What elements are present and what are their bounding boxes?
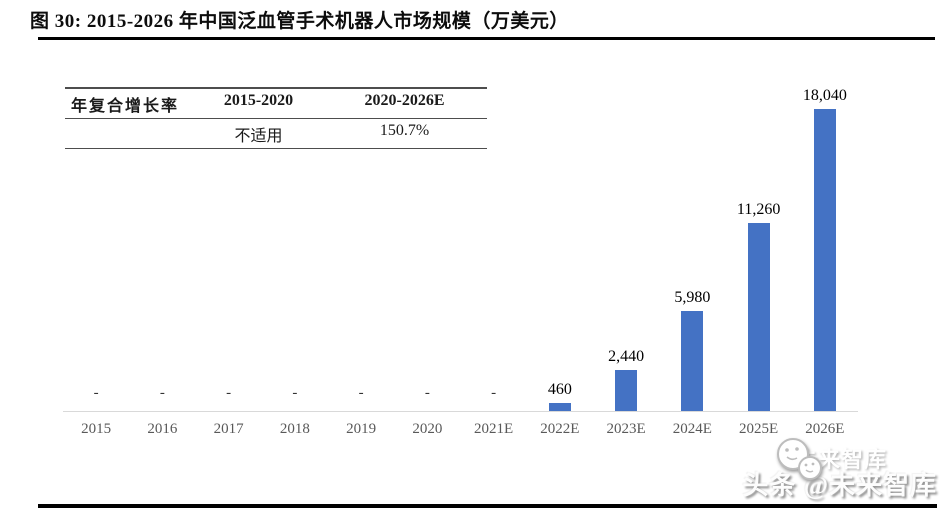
bar-2026E (813, 109, 836, 411)
x-axis-label-2023E: 2023E (606, 421, 646, 437)
watermark-text: 头条 @未来智库 (742, 471, 937, 500)
x-axis-label-2015: 2015 (81, 421, 112, 437)
figure-title: 图 30: 2015-2026 年中国泛血管手术机器人市场规模（万美元） (30, 11, 569, 32)
no-data-label-2020: - (424, 385, 430, 401)
x-axis-label-2017: 2017 (213, 421, 244, 437)
bar-column-2020: - (394, 75, 460, 411)
bar-column-2022E: 460 (527, 75, 593, 411)
cagr-table-header-period-1: 2015-2020 (223, 92, 294, 109)
no-data-label-2018: - (292, 385, 298, 401)
x-axis-label-2025E: 2025E (739, 421, 779, 437)
x-axis-label-2026E: 2026E (805, 421, 845, 437)
cagr-table-value-row: 不适用 150.7% (65, 119, 487, 148)
cagr-table-header-metric: 年复合增长率 (71, 98, 180, 115)
x-axis-label-2022E: 2022E (540, 421, 580, 437)
bar-column-2023E: 2,440 (593, 75, 659, 411)
smiley-faces-icon (777, 438, 823, 480)
bar-value-label-2022E: 460 (547, 381, 572, 398)
bar-column-2025E: 11,260 (726, 75, 792, 411)
bar-column-2019: - (328, 75, 394, 411)
no-data-label-2016: - (159, 385, 165, 401)
bar-column-2017: - (196, 75, 262, 411)
bar-2024E (681, 311, 704, 411)
bottom-rule (38, 504, 937, 508)
cagr-table-value-period-1: 不适用 (234, 128, 283, 145)
x-axis-label-2018: 2018 (279, 421, 310, 437)
cagr-table-header-row: 年复合增长率 2015-2020 2020-2026E (65, 89, 487, 119)
bar-value-label-2026E: 18,040 (802, 87, 847, 104)
watermark: 头条 @未来智库 (742, 438, 937, 502)
title-underline-rule (38, 37, 935, 40)
bar-column-2015: - (63, 75, 129, 411)
x-axis-label-2024E: 2024E (672, 421, 712, 437)
cagr-table-header-period-2: 2020-2026E (364, 92, 445, 109)
bar-column-2016: - (129, 75, 195, 411)
x-axis-label-2019: 2019 (346, 421, 377, 437)
bar-column-2026E: 18,040 (792, 75, 858, 411)
bar-2022E (548, 403, 571, 411)
bar-column-2024E: 5,980 (659, 75, 725, 411)
bar-2025E (747, 223, 770, 411)
x-axis-label-2021E: 2021E (474, 421, 514, 437)
bar-value-label-2025E: 11,260 (736, 201, 781, 218)
bar-column-2018: - (262, 75, 328, 411)
no-data-label-2017: - (226, 385, 232, 401)
bar-value-label-2024E: 5,980 (674, 289, 711, 306)
x-axis-labels: 2015 2016 2017 2018 2019 2020 2021E 2022E 2023E 2… (63, 421, 858, 438)
bar-2023E (615, 370, 638, 411)
x-axis-label-2020: 2020 (412, 421, 443, 437)
bar-column-2021E: - (461, 75, 527, 411)
no-data-label-2015: - (93, 385, 99, 401)
no-data-label-2019: - (358, 385, 364, 401)
no-data-label-2021E: - (491, 385, 497, 401)
cagr-table: 年复合增长率 2015-2020 2020-2026E 不适用 150.7% (65, 87, 487, 149)
bar-chart-plot-area: - - - - - - - 460 2,440 5,980 11,260 18,040 (63, 75, 858, 412)
bar-value-label-2023E: 2,440 (608, 348, 645, 365)
cagr-table-value-period-2: 150.7% (379, 122, 430, 139)
x-axis-label-2016: 2016 (147, 421, 178, 437)
